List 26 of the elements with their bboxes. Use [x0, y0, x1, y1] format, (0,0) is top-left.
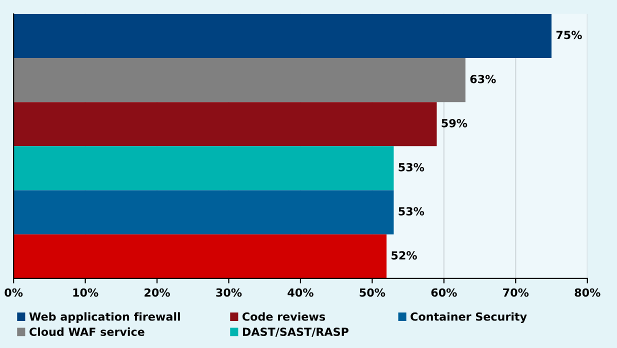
bar [14, 14, 552, 58]
x-tick-label: 80% [574, 288, 600, 297]
text: 53% [398, 207, 424, 216]
x-tick-label: 0% [4, 288, 23, 297]
bar [14, 102, 437, 146]
text: 59% [442, 118, 468, 128]
text: 75% [556, 30, 582, 40]
text: 52% [392, 251, 417, 260]
bar [14, 58, 466, 102]
x-tick-label: 40% [288, 288, 314, 297]
bar [14, 190, 394, 234]
x-tick-label: 50% [360, 288, 386, 297]
bar [14, 234, 387, 278]
x-tick-label: 10% [73, 288, 98, 297]
legend-label: Web application firewall [29, 312, 180, 323]
text: 53% [398, 163, 424, 172]
x-tick-label: 30% [216, 288, 242, 297]
x-tick-label: 70% [503, 288, 529, 297]
legend-label: Code reviews [242, 312, 326, 321]
text: 63% [470, 74, 496, 84]
legend-label: DAST/SAST/RASP [242, 328, 348, 337]
bar [14, 146, 394, 190]
legend-label: Container Security [410, 312, 527, 324]
x-tick-label: 20% [144, 288, 170, 297]
x-tick-label: 60% [431, 288, 457, 297]
legend-label: Cloud WAF service [30, 327, 144, 336]
